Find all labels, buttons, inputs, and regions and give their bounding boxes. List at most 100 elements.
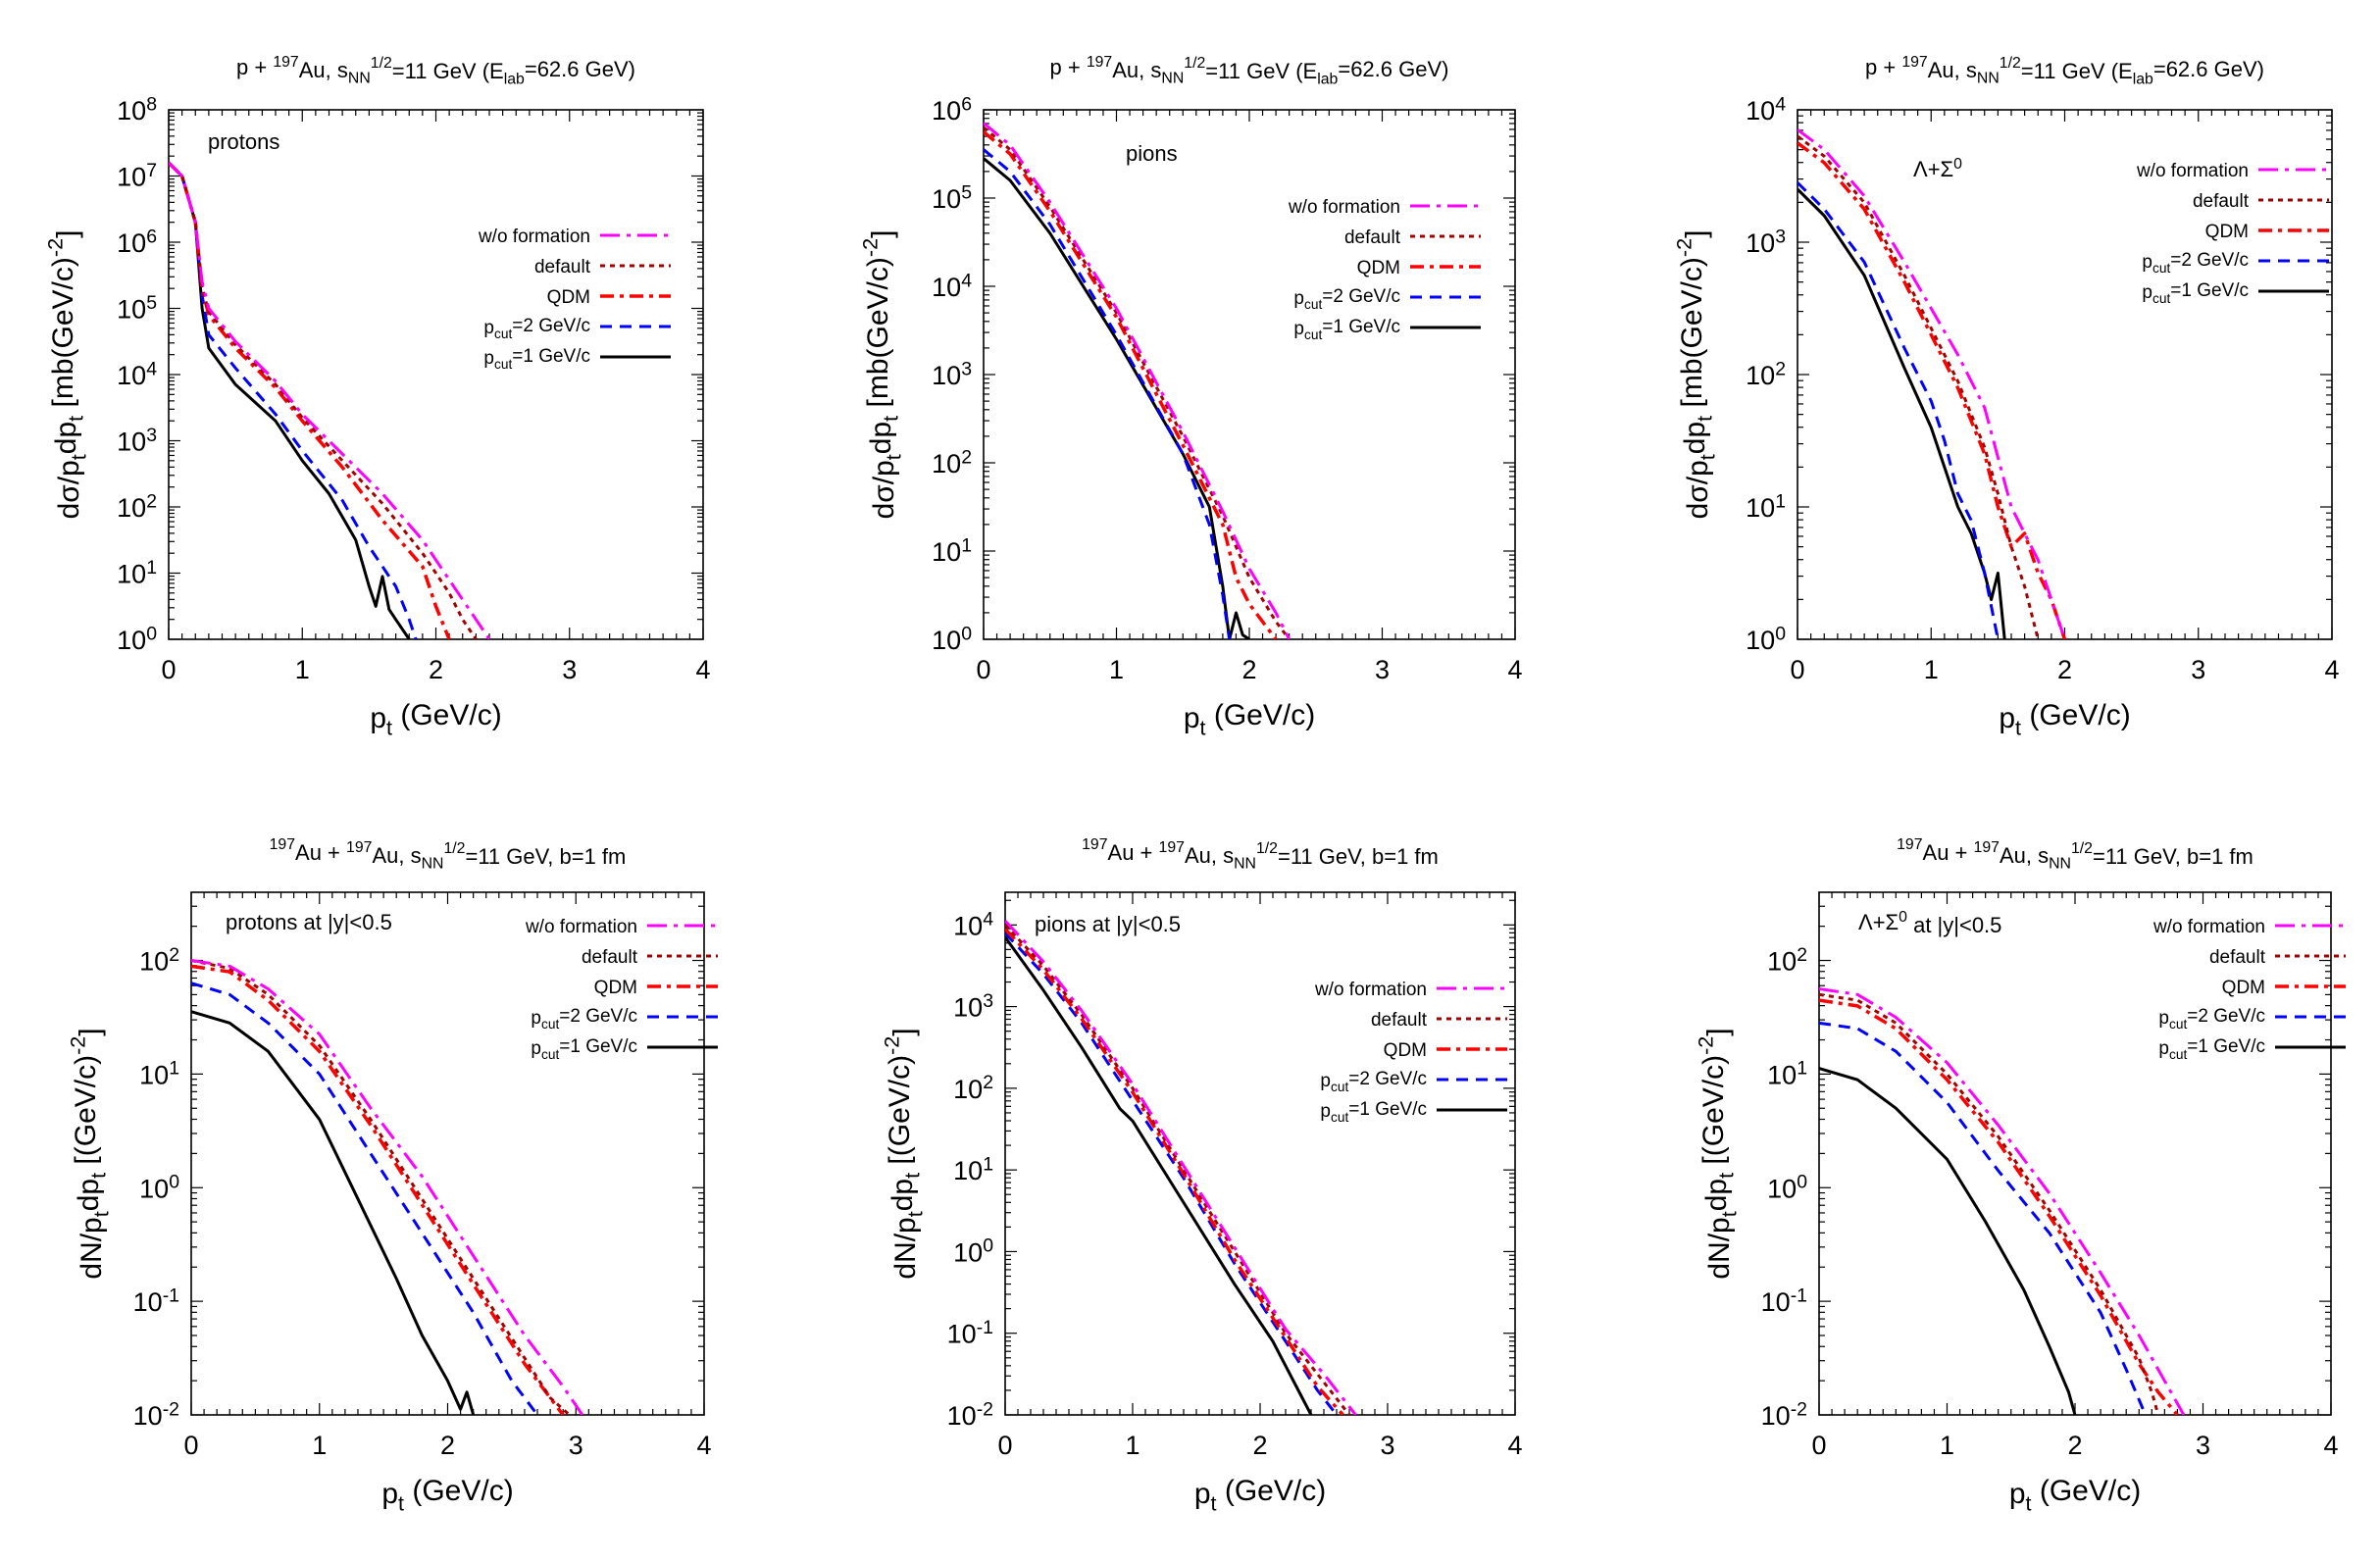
series-line-qdm — [1005, 928, 1344, 1415]
y-tick-label: 100​ — [139, 1172, 179, 1204]
y-tick-label: 103​ — [953, 990, 993, 1023]
y-tick-label: 102​ — [953, 1072, 993, 1104]
legend-entry: pcut​=1 GeV/c — [483, 346, 671, 372]
y-tick-label: 100​ — [1767, 1172, 1807, 1204]
legend-label: QDM — [1384, 1040, 1427, 1061]
series-line-p-cut-1-gev-c — [191, 1010, 476, 1415]
legend-label: w/o formation — [1288, 197, 1400, 218]
series-line-qdm — [1819, 998, 2179, 1415]
x-tick-label: 1 — [1125, 1431, 1139, 1460]
plot-frame — [1004, 891, 1516, 1416]
legend-entry: w/o formation — [525, 917, 718, 937]
series-line-qdm — [169, 161, 451, 639]
x-tick-label: 2 — [429, 655, 443, 684]
y-axis-label: dσ/pt​dpt​ [mb(GeV/c)-2​] — [857, 230, 905, 520]
y-tick-label: 100​ — [932, 623, 972, 655]
y-tick-label: 100​ — [1746, 623, 1786, 655]
legend-entry: default — [582, 947, 718, 968]
x-tick-label: 0 — [161, 655, 176, 684]
series-line-default — [1819, 992, 2160, 1415]
x-axis-label: pt​ (GeV/c) — [1999, 699, 2130, 740]
legend-entry: pcut​=2 GeV/c — [1293, 286, 1481, 312]
y-tick-label: 103​ — [117, 425, 157, 457]
y-tick-label: 100​ — [953, 1235, 993, 1268]
legend-label: w/o formation — [2152, 917, 2265, 937]
legend-entry: QDM — [547, 287, 671, 308]
chart-panel-pAu-pions: 0 1 2 3 4 100​ 101​ 102​ 103​ 104​ 105​ 106​ p + 197… — [857, 54, 1522, 739]
x-tick-label: 3 — [1380, 1431, 1394, 1460]
legend-entry: default — [1371, 1010, 1507, 1031]
legend-entry: default — [534, 257, 671, 277]
x-tick-label: 3 — [562, 655, 577, 684]
y-tick-label: 103​ — [1746, 226, 1786, 258]
legend-entry: QDM — [2222, 978, 2346, 998]
y-tick-label: 101​ — [953, 1153, 993, 1185]
legend-entry: pcut​=1 GeV/c — [1320, 1099, 1507, 1125]
panel-annotation: protons at |y|<0.5 — [226, 910, 392, 934]
legend-entry: default — [2193, 191, 2329, 212]
legend-label: QDM — [2222, 978, 2265, 998]
y-tick-label: 101​ — [139, 1058, 179, 1090]
y-tick-label: 102​ — [1767, 944, 1807, 977]
chart-panel-AuAu-pions: 0 1 2 3 4 10-2​ 10-1​ 100​ 101​ 102​ 103​ 104​ 197​A… — [879, 836, 1522, 1515]
legend-label: pcut​=2 GeV/c — [1293, 286, 1400, 312]
series-line-w-o-formation — [1798, 128, 2066, 639]
x-tick-label: 2 — [1252, 1431, 1267, 1460]
legend-entry: QDM — [1384, 1040, 1507, 1061]
x-tick-label: 3 — [2191, 655, 2205, 684]
x-tick-label: 1 — [295, 655, 310, 684]
y-tick-label: 10-1​ — [947, 1317, 993, 1349]
legend-label: default — [2193, 191, 2250, 212]
series-line-w-o-formation — [1005, 920, 1357, 1415]
legend-entry: pcut​=1 GeV/c — [2158, 1036, 2346, 1062]
x-tick-label: 4 — [1507, 655, 1522, 684]
legend-label: w/o formation — [478, 227, 590, 247]
plot-frame — [983, 109, 1516, 640]
legend-label: pcut​=1 GeV/c — [1320, 1099, 1427, 1125]
x-tick-label: 0 — [1790, 655, 1804, 684]
x-axis-label: pt​ (GeV/c) — [370, 699, 501, 740]
y-tick-label: 102​ — [117, 490, 157, 523]
y-tick-label: 101​ — [117, 557, 157, 589]
series-line-p-cut-2-gev-c — [1819, 1021, 2148, 1415]
legend-label: default — [1371, 1010, 1428, 1031]
chart-title: 197​Au + 197​Au, sNN​1/2​=11 GeV, b=1 fm — [270, 836, 627, 873]
y-axis-label: dN/pt​dpt​ [(GeV/c)-2​] — [879, 1028, 927, 1279]
series-line-w-o-formation — [984, 122, 1291, 639]
series-line-p-cut-1-gev-c — [1005, 935, 1313, 1415]
legend-label: pcut​=1 GeV/c — [2158, 1036, 2265, 1062]
legend-label: pcut​=2 GeV/c — [2158, 1006, 2265, 1032]
legend-label: w/o formation — [525, 917, 637, 937]
x-tick-label: 1 — [312, 1431, 327, 1460]
legend-entry: w/o formation — [478, 227, 671, 247]
x-tick-label: 0 — [976, 655, 990, 684]
panel-annotation: protons — [208, 129, 279, 154]
legend-label: pcut​=1 GeV/c — [2142, 280, 2249, 306]
series-line-w-o-formation — [169, 161, 491, 639]
y-axis-label: dσ/pt​dpt​ [mb(GeV/c)-2​] — [42, 230, 90, 520]
y-tick-label: 10-2​ — [1761, 1398, 1807, 1431]
y-tick-label: 104​ — [1746, 93, 1786, 126]
panel-annotation: Λ+Σ0​ — [1913, 156, 1962, 181]
legend-entry: default — [1344, 227, 1481, 248]
x-tick-label: 0 — [997, 1431, 1012, 1460]
y-tick-label: 106​ — [932, 93, 972, 126]
legend-entry: pcut​=2 GeV/c — [483, 316, 671, 341]
y-axis-label: dN/pt​dpt​ [(GeV/c)-2​] — [65, 1028, 113, 1279]
chart-panel-AuAu-protons: 0 1 2 3 4 10-2​ 10-1​ 100​ 101​ 102​ 197​Au + 197​… — [65, 836, 718, 1516]
y-tick-label: 10-2​ — [133, 1398, 179, 1431]
legend-entry: default — [2209, 947, 2346, 968]
legend-label: pcut​=1 GeV/c — [483, 346, 590, 372]
x-tick-label: 4 — [1507, 1431, 1522, 1460]
series-line-qdm — [191, 964, 565, 1415]
series-line-p-cut-2-gev-c — [1798, 181, 2000, 639]
y-tick-label: 108​ — [117, 93, 157, 126]
legend-label: pcut​=1 GeV/c — [1293, 317, 1400, 342]
chart-title: 197​Au + 197​Au, sNN​1/2​=11 GeV, b=1 fm — [1897, 836, 2253, 873]
x-axis-label: pt​ (GeV/c) — [1184, 699, 1315, 740]
y-axis-label: dσ/pt​dpt​ [mb(GeV/c)-2​] — [1671, 230, 1719, 520]
legend-entry: pcut​=1 GeV/c — [2142, 280, 2329, 306]
y-tick-label: 101​ — [1746, 490, 1786, 523]
series-line-default — [191, 959, 571, 1415]
legend-label: pcut​=2 GeV/c — [531, 1006, 637, 1032]
